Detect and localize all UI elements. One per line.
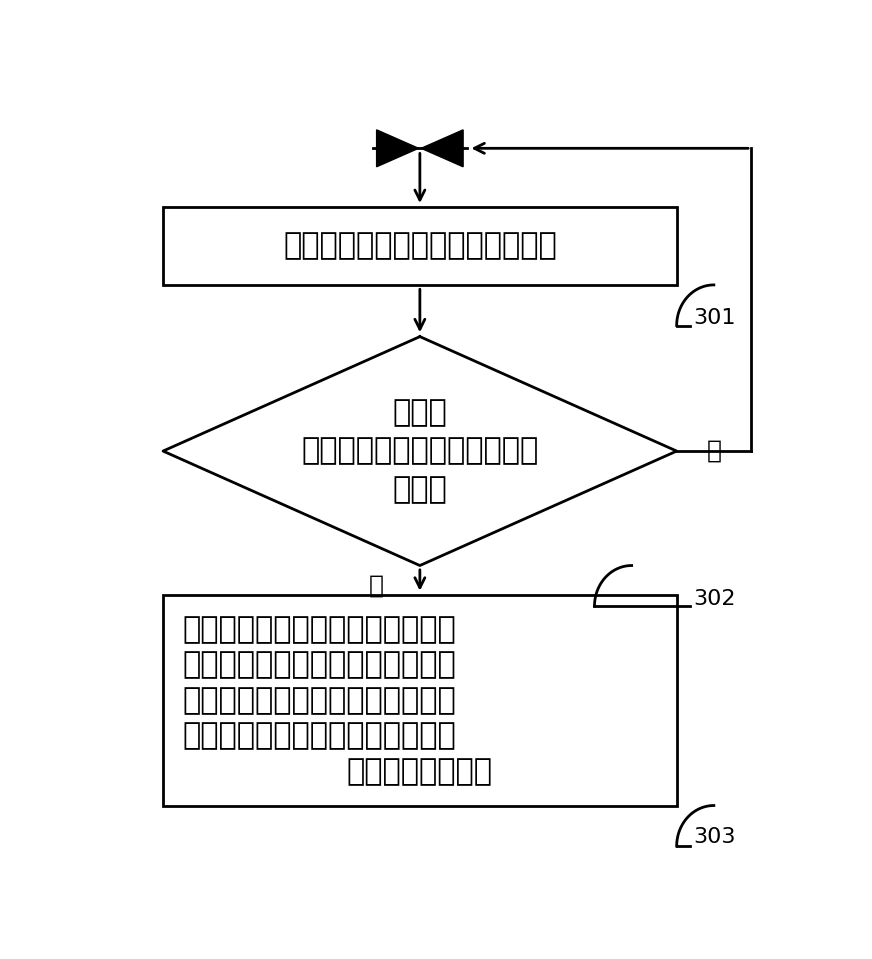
Text: 获取蓄电池组中各电池单体的能量: 获取蓄电池组中各电池单体的能量 xyxy=(283,232,556,261)
Text: 电池组中各电池单体的能量是: 电池组中各电池单体的能量是 xyxy=(301,436,539,465)
Polygon shape xyxy=(377,129,419,167)
Polygon shape xyxy=(163,337,677,566)
Text: 对应的可控开关断开，并对所述能: 对应的可控开关断开，并对所述能 xyxy=(182,686,456,714)
Bar xyxy=(163,207,677,285)
Polygon shape xyxy=(421,129,463,167)
Text: 量最高的单体电池对应的全桥电路: 量最高的单体电池对应的全桥电路 xyxy=(182,721,456,750)
Text: 是: 是 xyxy=(369,573,384,597)
Text: 进行开启脉冲控制: 进行开启脉冲控制 xyxy=(347,757,493,785)
Text: 否均衡: 否均衡 xyxy=(392,475,447,504)
Text: 302: 302 xyxy=(693,589,736,609)
Text: 303: 303 xyxy=(693,828,736,847)
Bar xyxy=(163,595,677,806)
Text: 控制能量最低的单体电池对应的可: 控制能量最低的单体电池对应的可 xyxy=(182,615,456,643)
Text: 控开关闭合、能量最高的单体电池: 控开关闭合、能量最高的单体电池 xyxy=(182,650,456,679)
Text: 301: 301 xyxy=(693,308,736,328)
Text: 否: 否 xyxy=(706,439,721,463)
Text: 判断蓄: 判断蓄 xyxy=(392,398,447,427)
